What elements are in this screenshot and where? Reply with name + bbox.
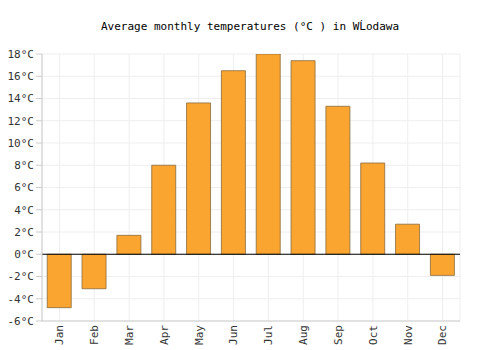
svg-text:Jan: Jan bbox=[53, 325, 66, 345]
svg-text:12°C: 12°C bbox=[8, 115, 34, 128]
html-text:Average monthly temperatures (: Average monthly temperatures (°C ) in WĹ… bbox=[101, 20, 399, 33]
svg-text:Aug: Aug bbox=[297, 325, 310, 345]
svg-text:-2°C: -2°C bbox=[8, 270, 34, 283]
svg-text:16°C: 16°C bbox=[8, 70, 34, 83]
svg-text:Apr: Apr bbox=[158, 325, 171, 345]
svg-text:8°C: 8°C bbox=[14, 159, 34, 172]
svg-text:Dec: Dec bbox=[436, 325, 449, 345]
svg-text:-6°C: -6°C bbox=[8, 315, 34, 328]
svg-text:0°C: 0°C bbox=[14, 248, 34, 261]
svg-text:18°C: 18°C bbox=[8, 48, 34, 61]
svg-text:Feb: Feb bbox=[88, 325, 101, 345]
svg-text:Oct: Oct bbox=[367, 325, 380, 345]
svg-text:Nov: Nov bbox=[402, 325, 415, 345]
svg-text:4°C: 4°C bbox=[14, 204, 34, 217]
svg-text:Mar: Mar bbox=[123, 325, 136, 345]
svg-text:-4°C: -4°C bbox=[8, 293, 34, 306]
svg-text:Jun: Jun bbox=[227, 325, 240, 345]
svg-text:May: May bbox=[193, 325, 206, 345]
svg-text:6°C: 6°C bbox=[14, 181, 34, 194]
svg-text:2°C: 2°C bbox=[14, 226, 34, 239]
svg-text:14°C: 14°C bbox=[8, 92, 34, 105]
svg-text:10°C: 10°C bbox=[8, 137, 34, 150]
svg-text:Sep: Sep bbox=[332, 325, 345, 345]
svg-text:Jul: Jul bbox=[262, 325, 275, 345]
